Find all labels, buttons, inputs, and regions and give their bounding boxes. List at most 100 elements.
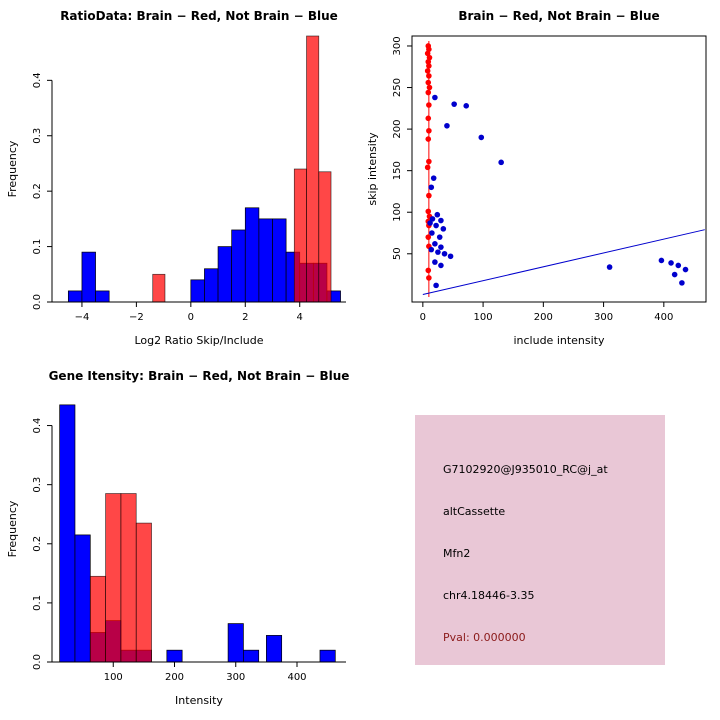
y-tick-label: 0.0	[32, 654, 43, 670]
data-point	[425, 136, 432, 142]
x-axis-label: Log2 Ratio Skip/Include	[134, 334, 263, 347]
data-point	[432, 259, 438, 265]
data-point	[433, 282, 439, 289]
data-point	[425, 79, 432, 86]
data-point	[426, 84, 433, 91]
data-point	[668, 260, 674, 266]
data-point	[671, 271, 678, 278]
data-point	[606, 264, 613, 270]
data-point	[498, 159, 504, 166]
y-tick-label: 0.4	[32, 418, 43, 434]
y-tick-label: 0.1	[32, 239, 43, 255]
axes: −4 −2 0 2 4 0.0 0.1 0.2 0.3 0.4	[32, 72, 346, 323]
histogram-svg: −4 −2 0 2 4 0.0 0.1 0.2 0.3 0.4 RatioData: Brain −…	[6, 9, 346, 347]
data-point	[438, 217, 444, 224]
data-point	[426, 127, 432, 134]
data-point	[441, 250, 448, 257]
hist-bar	[135, 522, 152, 663]
y-axis-label: Frequency	[6, 500, 19, 557]
y-tick-label: 0.3	[32, 128, 43, 144]
data-point	[424, 68, 431, 74]
probe-id-text: G7102920@J935010_RC@j_at	[443, 463, 608, 476]
data-point	[463, 103, 470, 109]
hist-bar	[227, 623, 244, 663]
data-point	[658, 257, 665, 264]
data-point	[438, 244, 444, 250]
x-tick-label: −4	[75, 312, 90, 323]
y-tick-label: 150	[392, 161, 403, 180]
y-tick-label: 0.0	[32, 294, 43, 310]
hist-bar	[152, 273, 166, 303]
hist-bar	[59, 404, 76, 663]
hist-bar	[190, 279, 205, 303]
hist-bar	[319, 649, 336, 663]
y-axis-label: skip intensity	[366, 132, 379, 206]
data-point	[451, 101, 457, 107]
data-point	[428, 184, 435, 191]
y-axis-label: Frequency	[6, 140, 19, 197]
data-point	[426, 73, 432, 79]
x-tick-label: 0	[420, 312, 426, 323]
hist-bar	[105, 493, 122, 663]
intensity-scatter-panel: 0 100 200 300 400 50 100 150 200 250 300 Brain − Re…	[360, 0, 720, 360]
hist-bar	[81, 251, 96, 303]
data-point	[682, 266, 689, 273]
hist-bar	[95, 290, 110, 303]
y-tick-label: 300	[392, 36, 403, 55]
hist-bar	[204, 268, 219, 303]
y-tick-label: 250	[392, 78, 403, 97]
plot-box	[411, 35, 707, 303]
data-point	[425, 234, 432, 240]
ratio-histogram-panel: −4 −2 0 2 4 0.0 0.1 0.2 0.3 0.4 RatioData: Brain −…	[0, 0, 360, 360]
y-tick-label: 0.4	[32, 72, 43, 88]
data-point	[425, 267, 432, 274]
data-point	[478, 134, 485, 141]
data-point	[435, 249, 441, 255]
hist-bar	[120, 493, 137, 663]
splice-type-text: altCassette	[443, 505, 506, 518]
x-tick-label: 200	[165, 672, 184, 683]
data-point	[447, 253, 454, 260]
chart-title: Brain − Red, Not Brain − Blue	[458, 9, 659, 23]
info-box: G7102920@J935010_RC@j_at altCassette Mfn…	[415, 415, 665, 665]
axes: 0 100 200 300 400 50 100 150 200 250 300	[392, 36, 673, 323]
data-point	[679, 280, 685, 286]
hist-bar	[318, 171, 332, 303]
x-tick-label: 400	[287, 672, 306, 683]
hist-bar	[166, 649, 183, 663]
data-point	[425, 115, 432, 122]
data-point	[424, 164, 431, 171]
hist-bar	[266, 635, 283, 663]
gene-intensity-histogram-panel: 100 200 300 400 0.0 0.1 0.2 0.3 0.4 Gene Itensity…	[0, 360, 360, 720]
hist-bar	[243, 649, 260, 663]
hist-bar	[231, 229, 246, 303]
x-tick-label: 0	[188, 312, 194, 323]
data-point	[426, 158, 432, 165]
locus-text: chr4.18446-3.35	[443, 589, 535, 602]
info-panel: G7102920@J935010_RC@j_at altCassette Mfn…	[360, 360, 720, 720]
x-tick-label: 300	[226, 672, 245, 683]
data-point	[434, 211, 441, 218]
data-point	[432, 241, 438, 247]
data-point	[675, 262, 682, 269]
hist-bar	[258, 218, 273, 303]
data-point	[426, 63, 432, 69]
y-tick-label: 50	[392, 247, 403, 260]
data-point	[438, 262, 444, 269]
hist-bar	[306, 35, 320, 303]
data-point	[436, 234, 443, 240]
data-point	[429, 216, 436, 222]
x-axis-label: include intensity	[513, 334, 605, 347]
data-point	[429, 230, 435, 236]
points-not-brain	[427, 94, 689, 289]
x-tick-label: 4	[297, 312, 303, 323]
gene-name-text: Mfn2	[443, 547, 471, 560]
data-point	[426, 102, 432, 108]
data-point	[440, 226, 447, 232]
data-point	[428, 246, 435, 253]
hist-bar	[89, 575, 106, 663]
hist-bar	[67, 290, 83, 303]
chart-title: RatioData: Brain − Red, Not Brain − Blue	[60, 9, 338, 23]
axes: 100 200 300 400 0.0 0.1 0.2 0.3 0.4	[32, 418, 346, 683]
